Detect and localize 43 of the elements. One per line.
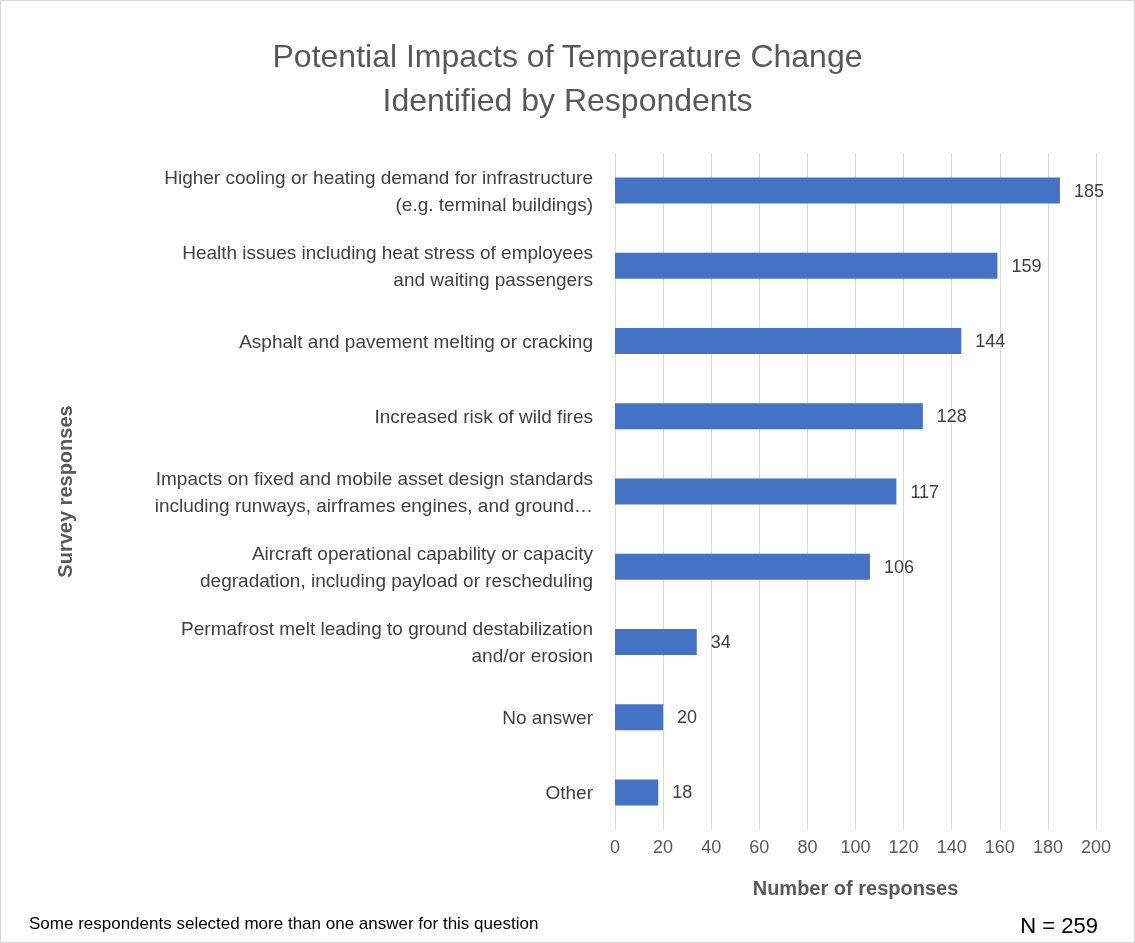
data-label: 185 (1073, 180, 1104, 201)
y-axis-title: Survey responses (54, 405, 76, 578)
bar (615, 177, 1060, 204)
data-label: 159 (1011, 255, 1042, 276)
y-tick-label: Aircraft operational capability or capacity degradation, including payload or rescheduling (200, 542, 594, 591)
y-tick-label: Impacts on fixed and mobile asset design standards including runways, airframes engines, and ground… (154, 467, 593, 516)
x-tick-label: 160 (984, 837, 1015, 857)
y-tick-label: Asphalt and pavement melting or cracking (239, 330, 593, 352)
x-tick-label: 120 (888, 837, 919, 857)
text: N = 259 (1020, 912, 1099, 938)
y-tick-label: Other (545, 781, 594, 803)
x-tick-label: 0 (609, 837, 621, 857)
bar (615, 704, 664, 731)
bar (615, 252, 998, 279)
data-label: 34 (710, 631, 731, 652)
data-label: 144 (975, 331, 1006, 352)
bar (615, 328, 962, 355)
x-tick-label: 60 (749, 837, 770, 857)
y-tick-label: Increased risk of wild fires (374, 405, 593, 427)
data-label: 128 (936, 406, 967, 427)
text: Some respondents selected more than one answer for this question (29, 914, 539, 933)
data-label: 117 (910, 481, 940, 502)
bar (615, 478, 897, 505)
data-label: 18 (672, 782, 693, 803)
x-tick-label: 20 (653, 837, 674, 857)
x-axis-title: Number of responses (752, 877, 959, 899)
bar (615, 403, 923, 430)
y-tick-label: Health issues including heat stress of employees and waiting passengers (182, 241, 593, 290)
y-tick-label: Permafrost melt leading to ground destabilization and/or erosion (181, 617, 593, 666)
x-tick-label: 40 (701, 837, 722, 857)
x-tick-label: 180 (1032, 837, 1063, 857)
x-tick-label: 140 (936, 837, 967, 857)
y-tick-label: Higher cooling or heating demand for infrastructure (e.g. terminal buildings) (164, 166, 593, 215)
y-tick-label: No answer (502, 706, 594, 728)
data-label: 20 (677, 707, 698, 728)
data-label: 106 (883, 556, 914, 577)
x-tick-label: 100 (840, 837, 871, 857)
bar (615, 779, 659, 806)
chart-title: Potential Impacts of Temperature Change Identified by Respondents (272, 38, 863, 118)
x-tick-label: 80 (797, 837, 818, 857)
x-tick-label: 200 (1080, 837, 1112, 857)
bar (615, 553, 870, 580)
bar (615, 628, 697, 655)
